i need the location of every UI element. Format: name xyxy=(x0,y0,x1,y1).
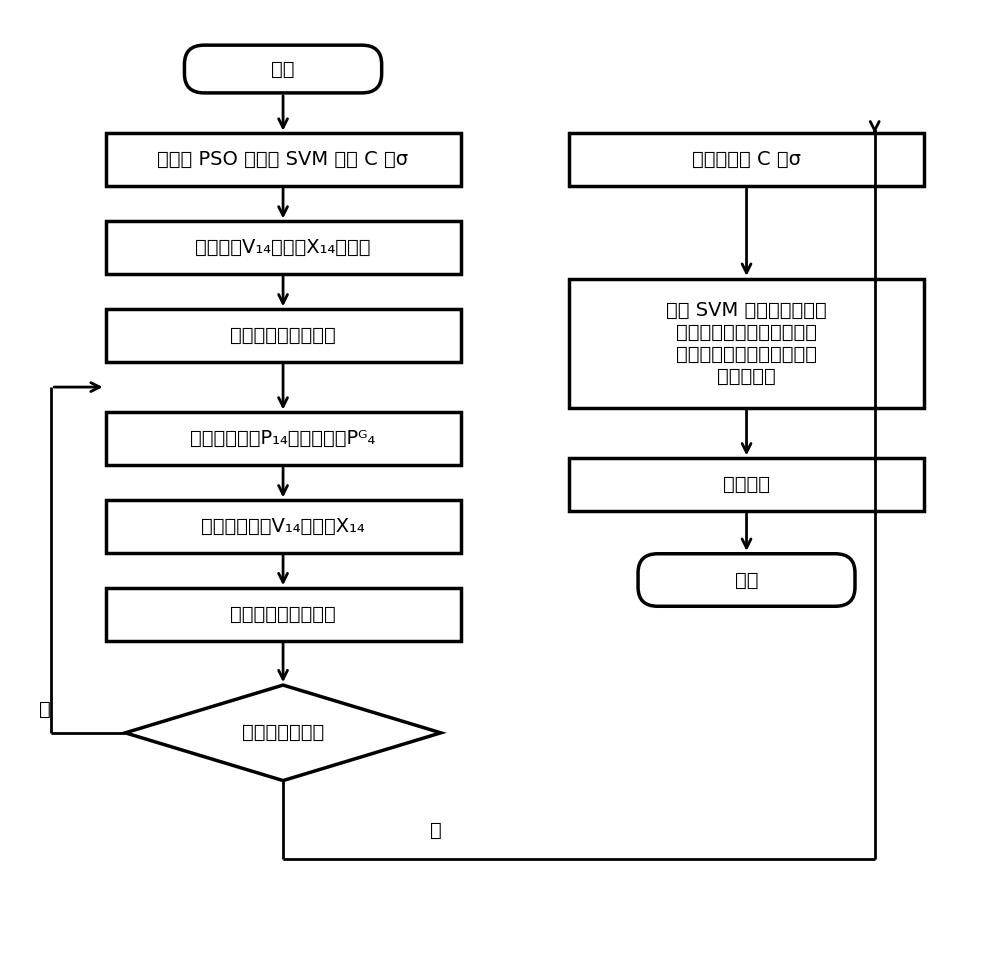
Bar xyxy=(106,500,461,552)
Bar xyxy=(569,134,924,186)
Text: 建立 SVM 模型（获取多种
工况多种故障的数据，利用
主成分分析法获得降维后的
数据建模）: 建立 SVM 模型（获取多种 工况多种故障的数据，利用 主成分分析法获得降维后的… xyxy=(666,300,827,386)
Text: 故障诊断: 故障诊断 xyxy=(723,475,770,494)
Text: 否: 否 xyxy=(39,700,50,718)
Bar xyxy=(569,279,924,408)
Text: 更新粒子速度V₁₄和位置X₁₄: 更新粒子速度V₁₄和位置X₁₄ xyxy=(201,517,365,536)
Bar xyxy=(569,458,924,511)
Text: 满足终止条件？: 满足终止条件？ xyxy=(242,723,324,742)
Text: 是: 是 xyxy=(430,821,442,840)
Text: 结束: 结束 xyxy=(735,571,758,589)
FancyBboxPatch shape xyxy=(184,46,382,93)
Polygon shape xyxy=(125,685,441,781)
Text: 计算粒子的适应度値: 计算粒子的适应度値 xyxy=(230,605,336,624)
Text: 获取最优的 C 和σ: 获取最优的 C 和σ xyxy=(692,150,801,170)
Bar xyxy=(106,588,461,641)
Bar xyxy=(106,309,461,361)
Text: 开始: 开始 xyxy=(271,59,295,78)
FancyBboxPatch shape xyxy=(638,553,855,607)
Bar xyxy=(106,413,461,465)
Text: 更新个体极値P₁₄和种群极値Pᴳ₄: 更新个体极値P₁₄和种群极値Pᴳ₄ xyxy=(190,429,376,448)
Text: 计算粒子的适应度値: 计算粒子的适应度値 xyxy=(230,326,336,345)
Text: 初始化 PSO 参数及 SVM 中的 C 和σ: 初始化 PSO 参数及 SVM 中的 C 和σ xyxy=(157,150,409,170)
Text: 粒子速度V₁₄和位置X₁₄初始化: 粒子速度V₁₄和位置X₁₄初始化 xyxy=(195,238,371,257)
Bar xyxy=(106,221,461,274)
Bar xyxy=(106,134,461,186)
